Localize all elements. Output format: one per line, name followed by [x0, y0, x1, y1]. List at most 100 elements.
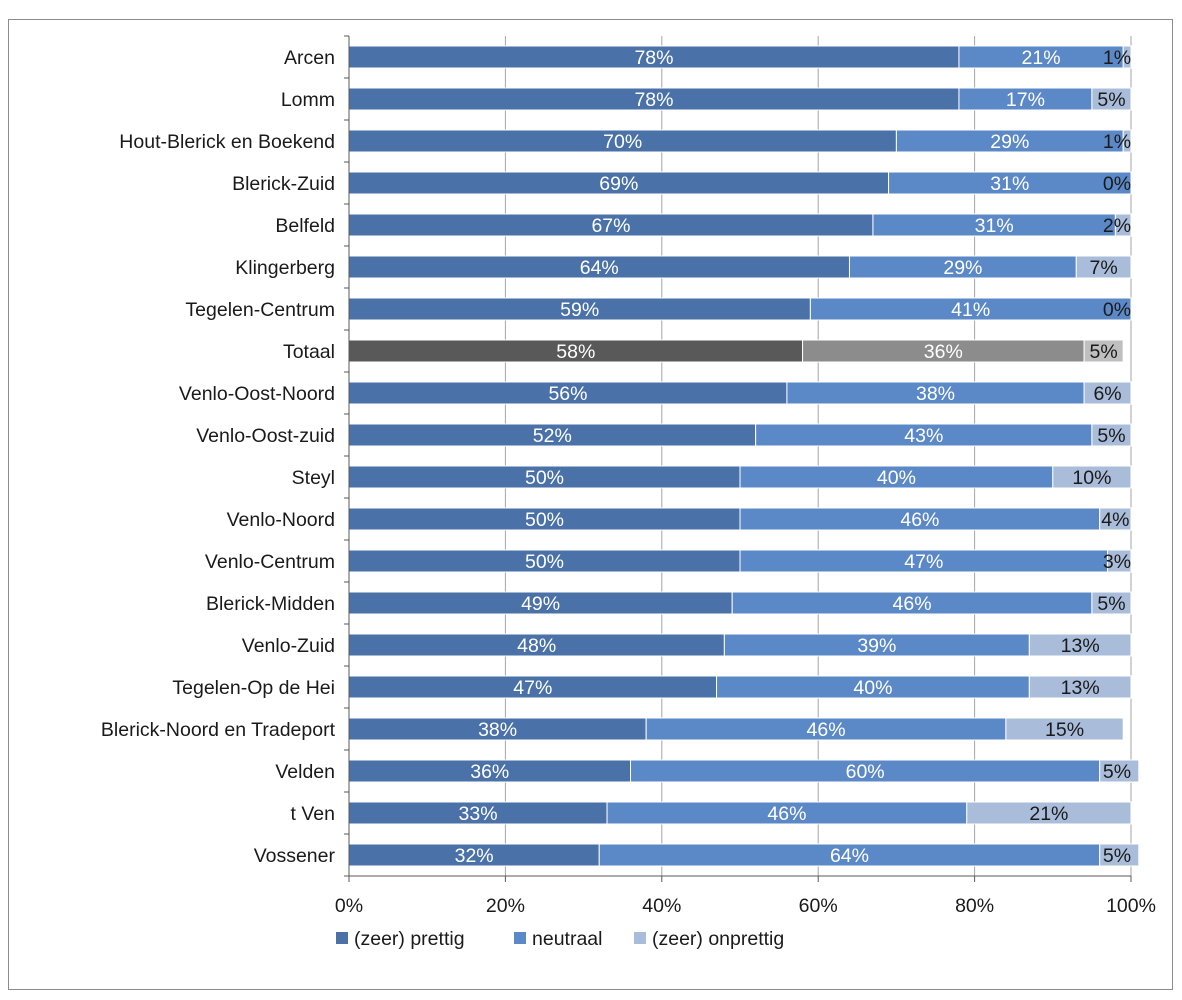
- data-label-tegelen-op-de-hei-zeer-prettig: 47%: [513, 677, 552, 699]
- data-label-venlo-zuid-zeer-prettig: 48%: [517, 635, 556, 657]
- data-label-blerick-midden-neutraal: 46%: [893, 593, 932, 615]
- data-label-belfeld-neutraal: 31%: [975, 215, 1014, 237]
- data-label-hout-blerick-en-boekend-zeer-prettig: 70%: [603, 131, 642, 153]
- bar-blerick-noord-en-tradeport-zeer-onprettig: [1005, 717, 1124, 741]
- category-label-venlo-noord: Venlo-Noord: [227, 509, 335, 531]
- data-label-klingerberg-zeer-prettig: 64%: [580, 257, 619, 279]
- category-label-lomm: Lomm: [281, 89, 335, 111]
- legend: (zeer) prettig neutraal (zeer) onprettig: [336, 928, 784, 950]
- data-label-arcen-zeer-prettig: 78%: [634, 47, 673, 69]
- bar-tegelen-op-de-hei-zeer-onprettig: [1028, 675, 1132, 699]
- data-label-venlo-oost-noord-zeer-prettig: 56%: [548, 383, 587, 405]
- data-label-venlo-zuid-zeer-onprettig: 13%: [1061, 635, 1100, 657]
- x-tick-label: 60%: [799, 895, 838, 917]
- data-label-steyl-neutraal: 40%: [877, 467, 916, 489]
- legend-swatch-zeer-prettig: [336, 932, 348, 944]
- data-label-venlo-oost-noord-zeer-onprettig: 6%: [1093, 383, 1121, 405]
- legend-label-neutraal: neutraal: [532, 928, 602, 950]
- data-label-venlo-noord-zeer-onprettig: 4%: [1101, 509, 1129, 531]
- data-label-steyl-zeer-prettig: 50%: [525, 467, 564, 489]
- category-label-belfeld: Belfeld: [275, 215, 335, 237]
- data-label-venlo-centrum-neutraal: 47%: [904, 551, 943, 573]
- bar-venlo-oost-zuid-zeer-onprettig: [1091, 423, 1132, 447]
- bar-hout-blerick-en-boekend-zeer-onprettig: [1122, 129, 1132, 153]
- category-label-venlo-centrum: Venlo-Centrum: [205, 551, 335, 573]
- x-tick-label: 0%: [335, 895, 363, 917]
- data-label-lomm-zeer-prettig: 78%: [634, 89, 673, 111]
- data-label-lomm-neutraal: 17%: [1006, 89, 1045, 111]
- category-label-totaal: Totaal: [283, 341, 335, 363]
- data-label-velden-zeer-prettig: 36%: [470, 761, 509, 783]
- legend-swatch-neutraal: [514, 932, 526, 944]
- data-label-totaal-neutraal: 36%: [924, 341, 963, 363]
- category-label-blerick-midden: Blerick-Midden: [206, 593, 335, 615]
- data-label-vossener-zeer-onprettig: 5%: [1103, 845, 1131, 867]
- category-label-vossener: Vossener: [254, 845, 336, 867]
- data-label-velden-neutraal: 60%: [846, 761, 885, 783]
- x-tick-label: 40%: [642, 895, 681, 917]
- bar-arcen-zeer-onprettig: [1122, 45, 1132, 69]
- bar-blerick-midden-zeer-onprettig: [1091, 591, 1132, 615]
- bar-steyl-zeer-onprettig: [1052, 465, 1132, 489]
- category-label-venlo-zuid: Venlo-Zuid: [242, 635, 335, 657]
- category-label-velden: Velden: [275, 761, 335, 783]
- data-label-blerick-zuid-neutraal: 31%: [990, 173, 1029, 195]
- data-label-tegelen-centrum-neutraal: 41%: [951, 299, 990, 321]
- data-label-blerick-midden-zeer-onprettig: 5%: [1097, 593, 1125, 615]
- data-label-venlo-centrum-zeer-onprettig: 3%: [1103, 551, 1131, 573]
- category-label-venlo-oost-noord: Venlo-Oost-Noord: [179, 383, 335, 405]
- bar-venlo-oost-noord-zeer-onprettig: [1083, 381, 1132, 405]
- data-label-t-ven-zeer-onprettig: 21%: [1029, 803, 1068, 825]
- data-label-tegelen-centrum-zeer-prettig: 59%: [560, 299, 599, 321]
- bar-venlo-zuid-zeer-onprettig: [1028, 633, 1132, 657]
- data-label-venlo-oost-zuid-zeer-onprettig: 5%: [1097, 425, 1125, 447]
- data-label-totaal-zeer-onprettig: 5%: [1090, 341, 1118, 363]
- category-label-t-ven: t Ven: [291, 803, 335, 825]
- bar-klingerberg-zeer-onprettig: [1075, 255, 1132, 279]
- data-label-blerick-zuid-zeer-prettig: 69%: [599, 173, 638, 195]
- data-label-venlo-oost-noord-neutraal: 38%: [916, 383, 955, 405]
- data-label-venlo-noord-zeer-prettig: 50%: [525, 509, 564, 531]
- data-label-belfeld-zeer-onprettig: 2%: [1103, 215, 1131, 237]
- x-tick-label: 20%: [486, 895, 525, 917]
- data-label-hout-blerick-en-boekend-zeer-onprettig: 1%: [1103, 131, 1131, 153]
- bar-vossener-zeer-onprettig: [1099, 843, 1140, 867]
- data-label-blerick-zuid-zeer-onprettig: 0%: [1103, 173, 1131, 195]
- data-label-venlo-oost-zuid-zeer-prettig: 52%: [533, 425, 572, 447]
- category-labels: Arcen Lomm Hout-Blerick en Boekend Blerick-…: [101, 47, 336, 867]
- bar-totaal-zeer-onprettig: [1083, 339, 1124, 363]
- data-label-vossener-neutraal: 64%: [830, 845, 869, 867]
- category-label-arcen: Arcen: [284, 47, 335, 69]
- data-label-blerick-noord-en-tradeport-zeer-prettig: 38%: [478, 719, 517, 741]
- data-label-belfeld-zeer-prettig: 67%: [591, 215, 630, 237]
- data-label-blerick-noord-en-tradeport-neutraal: 46%: [807, 719, 846, 741]
- data-label-arcen-zeer-onprettig: 1%: [1103, 47, 1131, 69]
- data-label-hout-blerick-en-boekend-neutraal: 29%: [990, 131, 1029, 153]
- bar-lomm-zeer-onprettig: [1091, 87, 1132, 111]
- data-label-arcen-neutraal: 21%: [1022, 47, 1061, 69]
- x-tick-labels: 0% 20% 40% 60% 80% 100%: [335, 895, 1156, 917]
- x-tick-label: 80%: [955, 895, 994, 917]
- chart-frame: 78% 21% 1% 78% 17% 5% 70% 29% 1% 69% 31% 0% 67% 31% 2%…: [8, 19, 1173, 990]
- category-label-tegelen-op-de-hei: Tegelen-Op de Hei: [172, 677, 335, 699]
- data-label-t-ven-neutraal: 46%: [767, 803, 806, 825]
- data-label-totaal-zeer-prettig: 58%: [556, 341, 595, 363]
- bar-venlo-noord-zeer-onprettig: [1099, 507, 1132, 531]
- category-label-blerick-noord-en-tradeport: Blerick-Noord en Tradeport: [101, 719, 336, 741]
- category-label-klingerberg: Klingerberg: [235, 257, 335, 279]
- data-label-tegelen-op-de-hei-neutraal: 40%: [853, 677, 892, 699]
- data-label-blerick-midden-zeer-prettig: 49%: [521, 593, 560, 615]
- data-label-steyl-zeer-onprettig: 10%: [1072, 467, 1111, 489]
- data-label-tegelen-op-de-hei-zeer-onprettig: 13%: [1061, 677, 1100, 699]
- legend-label-zeer-prettig: (zeer) prettig: [354, 928, 465, 950]
- data-label-blerick-noord-en-tradeport-zeer-onprettig: 15%: [1045, 719, 1084, 741]
- bar-venlo-centrum-zeer-onprettig: [1107, 549, 1132, 573]
- data-label-tegelen-centrum-zeer-onprettig: 0%: [1103, 299, 1131, 321]
- data-label-venlo-zuid-neutraal: 39%: [857, 635, 896, 657]
- data-label-t-ven-zeer-prettig: 33%: [459, 803, 498, 825]
- category-label-tegelen-centrum: Tegelen-Centrum: [185, 299, 335, 321]
- data-label-venlo-oost-zuid-neutraal: 43%: [904, 425, 943, 447]
- data-label-venlo-centrum-zeer-prettig: 50%: [525, 551, 564, 573]
- bar-blerick-zuid-neutraal: [888, 171, 1132, 195]
- bar-t-ven-zeer-onprettig: [966, 801, 1132, 825]
